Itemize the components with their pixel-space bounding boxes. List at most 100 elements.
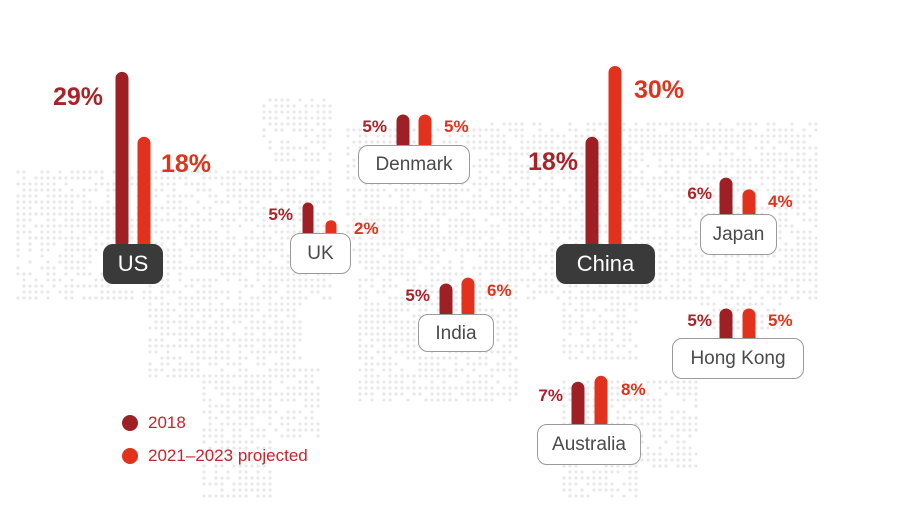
map-dot [766, 134, 770, 138]
map-dot [604, 230, 608, 234]
map-dot [808, 134, 812, 138]
map-dot [778, 200, 782, 204]
map-dot [526, 152, 530, 156]
map-dot [208, 176, 212, 180]
map-dot [274, 230, 278, 234]
map-dot [400, 296, 404, 300]
map-dot [262, 284, 266, 288]
map-dot [370, 248, 374, 252]
map-dot [760, 140, 764, 144]
map-dot [730, 158, 734, 162]
map-dot [658, 218, 662, 222]
map-dot [526, 284, 530, 288]
map-dot [562, 134, 566, 138]
map-dot [622, 230, 626, 234]
map-dot [742, 296, 746, 300]
map-dot [370, 200, 374, 204]
map-dot [694, 194, 698, 198]
map-dot [448, 260, 452, 264]
map-dot [664, 248, 668, 252]
map-dot [784, 152, 788, 156]
map-dot [478, 302, 482, 306]
map-dot [742, 188, 746, 192]
map-dot [262, 134, 266, 138]
map-dot [580, 164, 584, 168]
map-dot [208, 170, 212, 174]
map-dot [766, 188, 770, 192]
map-dot [88, 170, 92, 174]
map-dot [706, 302, 710, 306]
map-dot [790, 266, 794, 270]
map-dot [622, 290, 626, 294]
map-dot [442, 188, 446, 192]
map-dot [796, 188, 800, 192]
map-dot [736, 134, 740, 138]
map-dot [520, 266, 524, 270]
map-dot [46, 224, 50, 228]
map-dot [208, 206, 212, 210]
map-dot [742, 158, 746, 162]
map-dot [496, 212, 500, 216]
map-dot [514, 206, 518, 210]
map-dot [178, 194, 182, 198]
map-dot [16, 200, 20, 204]
map-dot [754, 284, 758, 288]
map-dot [172, 236, 176, 240]
map-dot [724, 266, 728, 270]
map-dot [670, 200, 674, 204]
map-dot [346, 128, 350, 132]
map-dot [478, 158, 482, 162]
map-dot [322, 194, 326, 198]
map-dot [112, 170, 116, 174]
map-dot [316, 140, 320, 144]
map-dot [298, 206, 302, 210]
map-dot [388, 134, 392, 138]
map-dot [736, 146, 740, 150]
map-dot [328, 176, 332, 180]
map-dot [40, 224, 44, 228]
map-dot [286, 110, 290, 114]
map-dot [664, 278, 668, 282]
map-dot [658, 122, 662, 126]
map-dot [802, 158, 806, 162]
map-dot [292, 176, 296, 180]
map-dot [652, 128, 656, 132]
map-dot [196, 242, 200, 246]
map-dot [100, 272, 104, 276]
map-dot [286, 182, 290, 186]
map-dot [406, 212, 410, 216]
map-dot [646, 230, 650, 234]
map-dot [316, 170, 320, 174]
map-dot [598, 176, 602, 180]
map-dot [490, 140, 494, 144]
map-dot [130, 296, 134, 300]
map-dot [178, 290, 182, 294]
map-dot [94, 242, 98, 246]
map-dot [700, 254, 704, 258]
map-dot [352, 248, 356, 252]
map-dot [262, 296, 266, 300]
map-dot [490, 206, 494, 210]
map-dot [526, 218, 530, 222]
map-dot [364, 302, 368, 306]
map-dot [292, 170, 296, 174]
map-dot [484, 128, 488, 132]
map-dot [784, 290, 788, 294]
value-label-2018-japan: 6% [687, 184, 712, 203]
map-dot [70, 218, 74, 222]
map-dot [172, 170, 176, 174]
map-dot [310, 140, 314, 144]
map-dot [706, 188, 710, 192]
map-dot [598, 152, 602, 156]
map-dot [418, 218, 422, 222]
map-dot [814, 164, 818, 168]
map-dot [586, 284, 590, 288]
map-dot [502, 176, 506, 180]
map-dot [778, 218, 782, 222]
map-dot [700, 206, 704, 210]
map-dot [52, 212, 56, 216]
map-dot [160, 284, 164, 288]
map-dot [682, 140, 686, 144]
map-dot [670, 140, 674, 144]
map-dot [292, 212, 296, 216]
